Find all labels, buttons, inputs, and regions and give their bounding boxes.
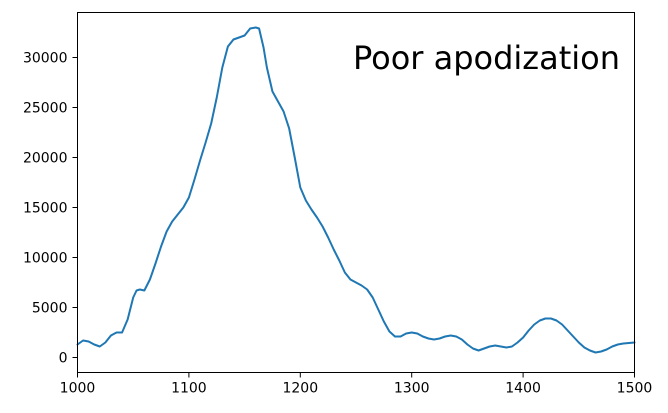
x-tick-label: 1300 — [394, 381, 430, 397]
y-tick-label: 25000 — [23, 101, 68, 117]
plot-area — [76, 26, 636, 354]
y-tick-label: 5000 — [32, 301, 68, 317]
y-tick-label: 10000 — [23, 251, 68, 267]
y-tick-label: 20000 — [23, 151, 68, 167]
x-tick-label: 1000 — [60, 381, 96, 397]
x-tick-label: 1200 — [282, 381, 318, 397]
x-axis: 1000 1100 1200 1300 1400 1500 — [60, 372, 653, 397]
y-axis: 0 5000 10000 15000 20000 25000 30000 — [23, 51, 78, 367]
x-tick-label: 1400 — [505, 381, 541, 397]
series-line-1 — [76, 26, 636, 354]
x-tick-label: 1100 — [171, 381, 207, 397]
chart-annotation: Poor apodization — [353, 39, 620, 77]
y-tick-label: 15000 — [23, 201, 68, 217]
y-tick-label: 30000 — [23, 51, 68, 67]
axes-frame — [77, 12, 635, 373]
x-tick-label: 1500 — [617, 381, 653, 397]
y-tick-label: 0 — [59, 351, 68, 367]
